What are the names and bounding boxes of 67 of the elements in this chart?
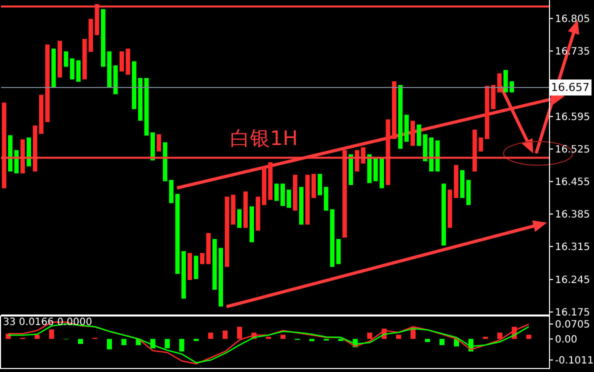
bar [425,338,430,342]
candlestick [404,114,409,142]
candlestick [181,251,186,299]
candlestick [250,206,254,242]
bar [280,334,286,339]
y-tick-label: 0.00 [555,334,578,346]
ref-line-label: 16.657 [551,81,590,94]
bar [49,329,54,339]
candlestick [2,102,6,188]
candlestick [8,135,13,172]
y-tick-label: 16.245 [555,274,590,286]
y-tick-label: 16.315 [555,242,590,254]
candlestick [292,174,298,211]
candlestick [410,120,415,146]
candlestick [188,252,192,280]
y-tick-label: 16.175 [555,307,590,318]
candlestick [194,256,198,280]
candlestick [311,174,316,198]
candlestick [448,190,452,228]
candlestick [224,196,230,267]
candlestick [113,65,118,94]
candlestick [230,194,236,225]
bar [396,334,402,339]
candlestick [175,194,180,274]
candlestick [460,170,465,198]
candlestick [64,51,68,67]
bar [164,338,170,348]
candlestick [454,165,458,198]
candlestick [442,184,446,246]
bar [106,338,112,350]
bar [367,332,372,339]
bar [34,334,40,339]
candlestick [156,134,162,152]
candlestick [20,139,25,174]
bar [78,338,84,344]
candlestick [150,132,155,160]
bar [497,332,502,339]
y-tick-label: -0.1011 [555,356,594,367]
candlestick [299,186,304,225]
candlestick [58,40,62,78]
candlestick [26,138,32,166]
bar [179,338,184,352]
candlestick [318,174,322,196]
candlestick [466,180,471,206]
bar [439,338,445,346]
bar [222,330,228,339]
y-tick-label: 16.805 [555,14,590,26]
y-tick-label: 16.595 [555,112,590,123]
candlestick [367,154,372,184]
bar [208,332,214,339]
bar [121,338,126,346]
bar [237,326,242,339]
y-tick-label: 16.385 [555,210,590,221]
candlestick [435,140,440,172]
candlestick [416,124,422,146]
candlestick [398,84,403,149]
y-tick-label: 16.455 [555,177,590,188]
candlestick [243,192,248,228]
candlestick [392,81,396,139]
bar [526,334,532,339]
candlestick [348,154,354,186]
candlestick [342,150,347,238]
annotation: 白银1H [230,126,298,150]
candlestick [237,209,242,228]
y-tick-label: 0.0705 [555,320,590,331]
candlestick [256,196,260,231]
candlestick [51,48,56,88]
